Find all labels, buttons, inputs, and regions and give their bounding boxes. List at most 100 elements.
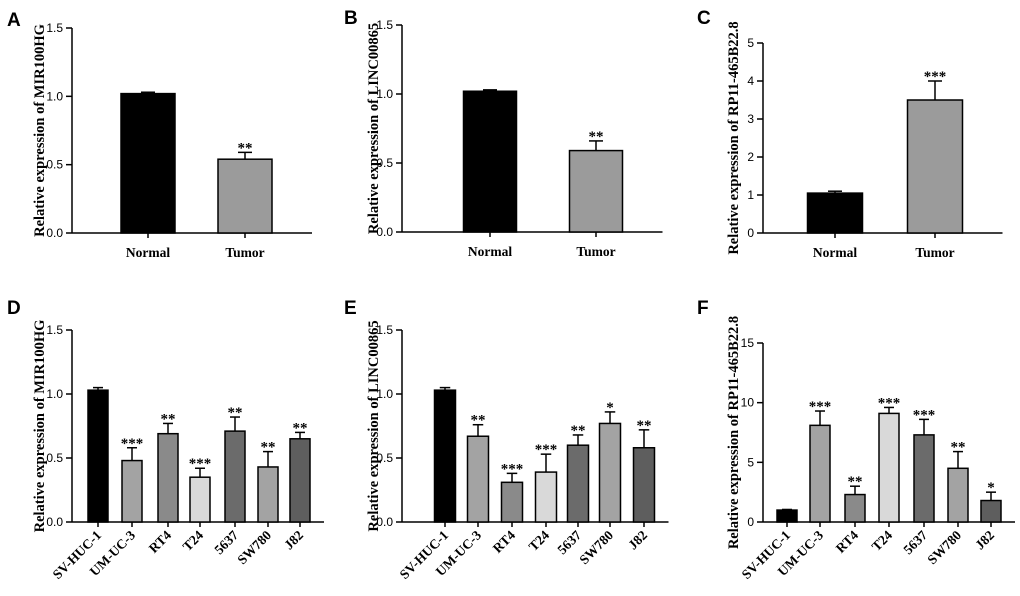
- significance-label: **: [637, 418, 652, 434]
- y-tick-label: 1.0: [376, 87, 393, 101]
- significance-label: **: [571, 423, 586, 439]
- y-tick-label: 0.5: [46, 158, 63, 172]
- x-tick-label: Tumor: [576, 244, 615, 259]
- y-axis-label: Relative expression of RP11-465B22.8: [726, 316, 742, 549]
- x-tick-label: RT4: [833, 527, 861, 555]
- bar-sw780: [598, 422, 622, 523]
- bar-normal: [806, 192, 864, 234]
- bar-j82: [632, 447, 656, 523]
- x-tick-label: T24: [180, 527, 207, 554]
- significance-label: **: [161, 411, 176, 427]
- y-axis-label: Relative expression of MIR100HG: [32, 24, 48, 237]
- y-tick-label: 0.0: [46, 226, 63, 240]
- bar-rt4: [844, 493, 866, 523]
- x-tick-label: SW780: [576, 527, 616, 567]
- panel-letter: F: [697, 298, 709, 319]
- x-tick-label: J82: [972, 527, 997, 552]
- significance-label: **: [238, 140, 253, 156]
- bar-sw780: [947, 467, 969, 523]
- y-axis-label: Relative expression of RP11-465B22.8: [726, 21, 742, 254]
- bar-um-uc-3: [121, 459, 143, 523]
- x-tick-label: Tumor: [915, 245, 954, 260]
- panel-letter: C: [697, 8, 711, 29]
- y-tick-label: 1.0: [46, 89, 63, 103]
- y-tick-label: 1.5: [376, 18, 393, 32]
- bar-tumor: [906, 99, 964, 234]
- y-tick-label: 10: [741, 396, 755, 410]
- significance-label: **: [471, 413, 486, 429]
- y-axis-label: Relative expression of LINC00865: [366, 23, 382, 234]
- significance-label: *: [606, 400, 614, 416]
- bar-normal: [462, 90, 518, 233]
- y-tick-label: 0.0: [376, 225, 393, 239]
- x-tick-label: 5637: [211, 527, 241, 557]
- bar-rt4: [157, 432, 179, 523]
- panel-f: F Relative expression of RP11-465B22.8 0 5 1…: [697, 298, 1015, 582]
- y-tick-label: 1.0: [376, 387, 393, 401]
- x-tick-label: T24: [526, 527, 553, 554]
- panel-letter: B: [344, 8, 358, 29]
- significance-label: ***: [878, 395, 901, 411]
- x-tick-label: Tumor: [225, 245, 264, 260]
- significance-label: ***: [535, 442, 558, 458]
- significance-label: *: [987, 480, 995, 496]
- panel-letter: D: [7, 298, 21, 319]
- y-tick-label: 15: [741, 336, 755, 350]
- significance-label: ***: [501, 461, 524, 477]
- y-tick-label: 0: [747, 226, 754, 240]
- x-tick-label: RT4: [146, 527, 174, 555]
- bar-5637: [224, 430, 246, 523]
- y-tick-label: 0.5: [376, 156, 393, 170]
- y-tick-label: 5: [747, 36, 754, 50]
- x-tick-label: J82: [625, 527, 650, 552]
- x-tick-label: Normal: [813, 245, 857, 260]
- bar-t24: [189, 476, 211, 523]
- panel-letter: A: [7, 10, 21, 31]
- significance-label: **: [261, 440, 276, 456]
- significance-label: ***: [924, 69, 947, 85]
- x-tick-label: Normal: [468, 244, 512, 259]
- significance-label: **: [293, 420, 308, 436]
- x-tick-label: SW780: [234, 527, 274, 567]
- significance-label: **: [951, 440, 966, 456]
- y-tick-label: 0.5: [376, 451, 393, 465]
- y-tick-label: 0.0: [46, 515, 63, 529]
- y-tick-label: 1.5: [46, 21, 63, 35]
- bar-5637: [913, 434, 935, 523]
- y-tick-label: 1.0: [46, 387, 63, 401]
- y-axis-label: Relative expression of MIR100HG: [32, 320, 48, 533]
- y-tick-label: 0: [747, 515, 754, 529]
- bar-5637: [566, 444, 590, 523]
- bar-rt4: [500, 481, 524, 523]
- y-axis-label: Relative expression of LINC00865: [366, 320, 382, 531]
- x-tick-label: Normal: [126, 245, 170, 260]
- significance-label: ***: [121, 436, 144, 452]
- significance-label: ***: [913, 407, 936, 423]
- x-tick-label: 5637: [900, 527, 930, 557]
- bar-tumor: [217, 158, 273, 234]
- bar-tumor: [568, 149, 624, 233]
- significance-label: ***: [809, 399, 832, 415]
- significance-label: **: [228, 405, 243, 421]
- significance-label: **: [589, 129, 604, 145]
- y-tick-label: 3: [747, 112, 754, 126]
- bar-normal: [120, 92, 176, 234]
- x-tick-label: RT4: [490, 527, 518, 555]
- bar-um-uc-3: [466, 435, 490, 523]
- bar-t24: [534, 471, 558, 523]
- bar-j82: [980, 499, 1002, 523]
- y-tick-label: 2: [747, 150, 754, 164]
- significance-label: ***: [189, 456, 212, 472]
- panel-letter: E: [344, 298, 357, 319]
- y-tick-label: 4: [747, 74, 754, 88]
- x-tick-label: SW780: [924, 527, 964, 567]
- panel-c: C Relative expression of RP11-465B22.8 0 1 2…: [697, 8, 1003, 260]
- bar-sv-huc-1: [87, 389, 109, 523]
- y-tick-label: 0.5: [46, 451, 63, 465]
- y-tick-label: 1: [747, 188, 754, 202]
